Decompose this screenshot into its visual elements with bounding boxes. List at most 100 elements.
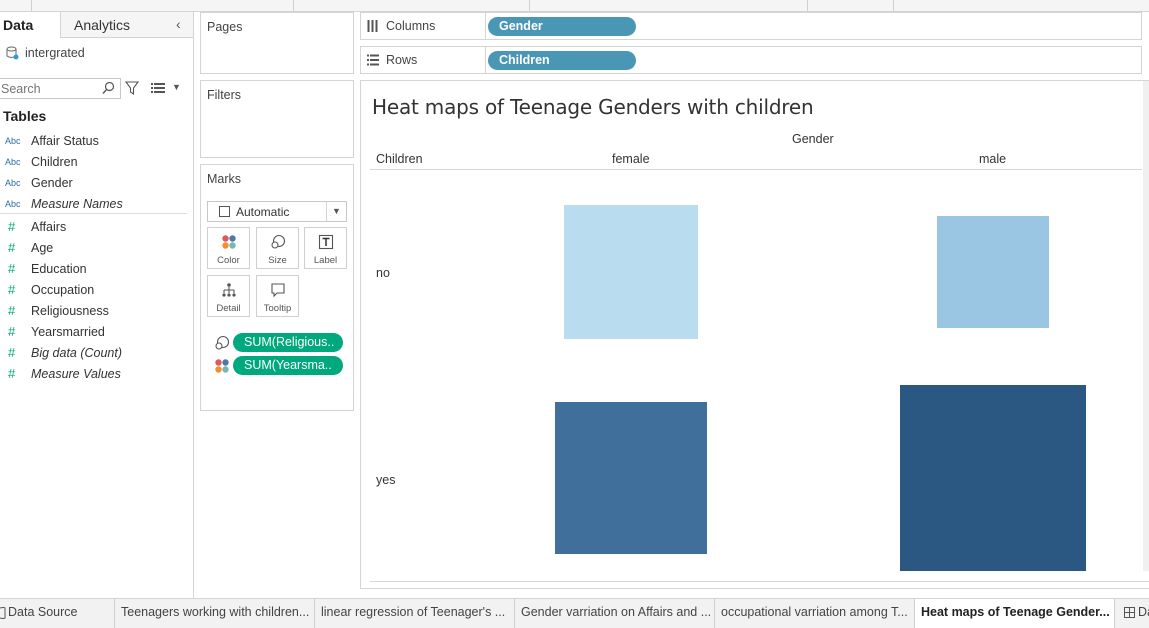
color-icon bbox=[221, 235, 236, 249]
datasource-icon bbox=[6, 46, 19, 60]
field-item[interactable]: # Measure Values bbox=[0, 363, 190, 384]
field-name: Big data (Count) bbox=[31, 345, 123, 360]
column-field-header[interactable]: Gender bbox=[792, 132, 834, 146]
marks-card: Marks Automatic ▼ Color Size Label Detai bbox=[200, 164, 354, 411]
dashboard-icon bbox=[1124, 607, 1135, 618]
search-input[interactable] bbox=[0, 79, 100, 98]
chevron-down-icon[interactable]: ▼ bbox=[172, 82, 181, 92]
column-header-male[interactable]: male bbox=[979, 152, 1007, 166]
datasource-item[interactable]: intergrated bbox=[6, 45, 85, 61]
field-item[interactable]: Abc Gender bbox=[0, 172, 190, 193]
heatmap-cell-male-no[interactable] bbox=[937, 216, 1049, 328]
worksheet-view: Heat maps of Teenage Genders with childr… bbox=[360, 80, 1149, 589]
heatmap-cell-female-yes[interactable] bbox=[554, 401, 708, 555]
columns-icon bbox=[367, 20, 378, 32]
string-type-icon: Abc bbox=[5, 135, 21, 146]
heatmap-cell-male-yes[interactable] bbox=[900, 385, 1086, 571]
string-type-icon: Abc bbox=[5, 198, 21, 209]
color-pill[interactable]: SUM(Yearsma.. bbox=[233, 356, 343, 375]
square-mark-icon bbox=[219, 206, 230, 217]
list-view-icon[interactable] bbox=[151, 82, 165, 94]
pages-card[interactable]: Pages bbox=[200, 12, 354, 74]
sheet-title: Heat maps of Teenage Genders with childr… bbox=[372, 95, 814, 119]
field-item[interactable]: # Occupation bbox=[0, 279, 190, 300]
size-label: Size bbox=[268, 255, 287, 266]
divider bbox=[0, 213, 187, 214]
field-item[interactable]: # Age bbox=[0, 237, 190, 258]
field-item[interactable]: # Religiousness bbox=[0, 300, 190, 321]
bottom-divider bbox=[370, 581, 1149, 582]
pane-tabs: Data Analytics ‹ bbox=[0, 12, 193, 38]
field-item[interactable]: # Education bbox=[0, 258, 190, 279]
children-pill[interactable]: Children bbox=[488, 51, 636, 70]
field-name: Yearsmarried bbox=[31, 324, 105, 339]
row-header-yes[interactable]: yes bbox=[376, 473, 396, 487]
chevron-left-icon[interactable]: ‹ bbox=[176, 16, 181, 32]
field-name: Religiousness bbox=[31, 303, 109, 318]
columns-shelf-header: Columns bbox=[361, 13, 486, 39]
field-item[interactable]: Abc Measure Names bbox=[0, 193, 190, 214]
column-header-female[interactable]: female bbox=[612, 152, 650, 166]
field-item[interactable]: # Yearsmarried bbox=[0, 321, 190, 342]
number-type-icon: # bbox=[8, 219, 16, 234]
size-pill[interactable]: SUM(Religious.. bbox=[233, 333, 343, 352]
sheet-tabs-bar: Data Source Teenagers working with child… bbox=[0, 598, 1149, 628]
number-type-icon: # bbox=[8, 324, 16, 339]
mark-type-dropdown[interactable]: Automatic ▼ bbox=[207, 201, 347, 222]
tab-sheet[interactable]: occupational varriation among T... bbox=[715, 599, 915, 628]
row-header-no[interactable]: no bbox=[376, 266, 390, 280]
header-divider bbox=[370, 169, 1142, 170]
rows-shelf-header: Rows bbox=[361, 47, 486, 73]
field-item[interactable]: # Big data (Count) bbox=[0, 342, 190, 363]
color-label: Color bbox=[217, 255, 240, 266]
toolbar-separator bbox=[529, 0, 530, 11]
detail-label: Detail bbox=[216, 303, 241, 314]
color-icon bbox=[215, 359, 229, 373]
size-icon bbox=[270, 234, 285, 249]
filter-icon[interactable] bbox=[125, 81, 139, 95]
filters-title: Filters bbox=[207, 88, 242, 102]
field-name: Education bbox=[31, 261, 87, 276]
label-button[interactable]: Label bbox=[304, 227, 347, 269]
chevron-down-icon[interactable]: ▼ bbox=[326, 202, 346, 221]
tab-analytics[interactable]: Analytics bbox=[74, 17, 131, 33]
tooltip-label: Tooltip bbox=[263, 303, 292, 314]
rows-shelf[interactable]: Rows Children bbox=[360, 46, 1142, 74]
tab-dashboard[interactable]: Da bbox=[1115, 599, 1149, 628]
field-name: Occupation bbox=[31, 282, 95, 297]
field-name: Children bbox=[31, 154, 78, 169]
tab-data[interactable]: Data bbox=[0, 12, 61, 38]
columns-shelf[interactable]: Columns Gender bbox=[360, 12, 1142, 40]
toolbar-separator bbox=[807, 0, 808, 11]
field-item[interactable]: Abc Children bbox=[0, 151, 190, 172]
number-type-icon: # bbox=[8, 261, 16, 276]
vertical-scrollbar[interactable] bbox=[1143, 81, 1149, 571]
pages-title: Pages bbox=[207, 20, 243, 34]
tooltip-button[interactable]: Tooltip bbox=[256, 275, 299, 317]
tab-sheet-active[interactable]: Heat maps of Teenage Gender... bbox=[915, 599, 1115, 628]
number-type-icon: # bbox=[8, 303, 16, 318]
field-name: Measure Values bbox=[31, 366, 121, 381]
marks-title: Marks bbox=[207, 172, 242, 186]
toolbar-separator bbox=[893, 0, 894, 11]
color-button[interactable]: Color bbox=[207, 227, 250, 269]
heatmap-cell-female-no[interactable] bbox=[564, 205, 698, 339]
field-item[interactable]: # Affairs bbox=[0, 216, 190, 237]
field-name: Gender bbox=[31, 175, 73, 190]
tab-sheet[interactable]: Teenagers working with children... bbox=[115, 599, 315, 628]
tab-sheet[interactable]: linear regression of Teenager's ... bbox=[315, 599, 515, 628]
tab-data-source[interactable]: Data Source bbox=[0, 599, 115, 628]
field-name: Age bbox=[31, 240, 54, 255]
field-item[interactable]: Abc Affair Status bbox=[0, 130, 190, 151]
gender-pill[interactable]: Gender bbox=[488, 17, 636, 36]
search-icon[interactable] bbox=[102, 81, 115, 95]
mark-type-value: Automatic bbox=[236, 204, 290, 219]
field-name: Affairs bbox=[31, 219, 67, 234]
filters-card[interactable]: Filters bbox=[200, 80, 354, 158]
detail-button[interactable]: Detail bbox=[207, 275, 250, 317]
row-field-header[interactable]: Children bbox=[376, 152, 423, 166]
label-label: Label bbox=[313, 255, 338, 266]
tab-sheet[interactable]: Gender varriation on Affairs and ... bbox=[515, 599, 715, 628]
size-button[interactable]: Size bbox=[256, 227, 299, 269]
rows-icon bbox=[367, 54, 379, 66]
